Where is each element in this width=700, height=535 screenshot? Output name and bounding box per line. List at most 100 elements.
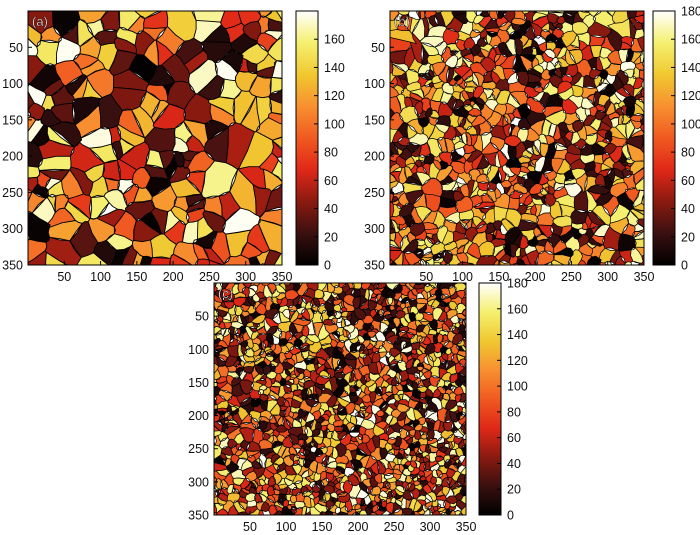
colorbar xyxy=(478,282,502,516)
grain xyxy=(464,365,466,369)
grain xyxy=(403,446,411,456)
x-tick-label: 300 xyxy=(420,520,441,534)
grain xyxy=(131,167,152,189)
grain xyxy=(453,435,464,446)
grain xyxy=(306,334,321,343)
grain xyxy=(391,195,399,203)
grain xyxy=(468,400,474,405)
grain xyxy=(643,225,644,232)
grain xyxy=(409,473,419,480)
grain xyxy=(572,75,585,89)
grain xyxy=(238,445,246,452)
grain xyxy=(390,127,399,144)
grain xyxy=(385,334,400,345)
grain xyxy=(517,219,538,232)
grain xyxy=(384,405,395,416)
colorbar-tick-label: 100 xyxy=(507,380,528,394)
grain xyxy=(544,239,555,255)
colorbar-tick-label: 160 xyxy=(681,33,700,47)
grain xyxy=(296,372,305,381)
grain xyxy=(222,333,231,347)
grain xyxy=(427,124,446,141)
grain xyxy=(295,351,305,364)
grain xyxy=(398,283,406,287)
grain xyxy=(500,179,513,189)
grain xyxy=(265,296,274,312)
grain xyxy=(232,314,239,323)
grain xyxy=(621,168,633,179)
grain xyxy=(460,424,466,435)
colorbar-tick-label: 180 xyxy=(681,5,700,19)
grain xyxy=(316,429,324,438)
grain xyxy=(447,514,449,515)
grain xyxy=(503,123,512,138)
grain xyxy=(391,62,407,77)
grain xyxy=(461,68,474,82)
grain xyxy=(204,126,229,164)
grain xyxy=(422,456,431,463)
grain xyxy=(333,297,340,301)
grain xyxy=(390,166,391,170)
grain xyxy=(564,130,574,143)
grain xyxy=(409,460,417,469)
grain xyxy=(250,416,260,430)
grain xyxy=(394,487,405,496)
grain xyxy=(273,362,284,375)
y-tick-label: 200 xyxy=(2,150,23,164)
grain xyxy=(373,340,385,350)
x-tick-label: 100 xyxy=(276,520,297,534)
grain xyxy=(455,175,468,185)
grain xyxy=(214,504,217,514)
grain xyxy=(384,452,396,463)
grain xyxy=(235,328,241,336)
grain xyxy=(317,283,319,284)
grain xyxy=(288,322,299,338)
grain xyxy=(192,242,210,261)
grain xyxy=(465,432,466,433)
grain xyxy=(234,367,244,378)
grain xyxy=(401,350,413,358)
grain xyxy=(343,294,355,307)
grain xyxy=(202,210,227,233)
y-tick-label: 250 xyxy=(2,186,23,200)
grain xyxy=(400,296,410,304)
grain xyxy=(467,449,475,461)
grain xyxy=(242,20,262,42)
grain xyxy=(465,414,466,417)
grain xyxy=(255,379,267,386)
grain xyxy=(329,338,339,349)
grain xyxy=(422,163,431,177)
grain xyxy=(258,350,267,359)
grain xyxy=(409,88,425,100)
grain xyxy=(214,293,224,303)
grain xyxy=(371,404,382,415)
grain xyxy=(122,183,140,208)
grain xyxy=(465,125,478,136)
grain xyxy=(426,233,434,240)
grain xyxy=(398,325,409,333)
grain xyxy=(398,166,408,185)
grain xyxy=(512,182,528,195)
colorbar-tick-label: 120 xyxy=(324,89,345,103)
grain xyxy=(374,494,381,503)
grain xyxy=(293,415,301,424)
grain xyxy=(206,425,214,430)
grain xyxy=(358,343,366,353)
grain xyxy=(150,99,170,125)
grain xyxy=(270,360,279,368)
grain xyxy=(462,52,474,64)
grain xyxy=(416,165,429,175)
grain xyxy=(456,252,469,264)
grain xyxy=(646,180,654,205)
grain xyxy=(460,444,466,457)
grain xyxy=(418,155,427,162)
colorbar-tick-label: 40 xyxy=(681,202,695,216)
grain xyxy=(239,359,245,368)
grain xyxy=(593,74,603,89)
grain xyxy=(214,327,215,335)
grain xyxy=(305,436,314,446)
grain xyxy=(54,194,69,214)
grain xyxy=(288,454,297,462)
grain xyxy=(461,308,466,318)
